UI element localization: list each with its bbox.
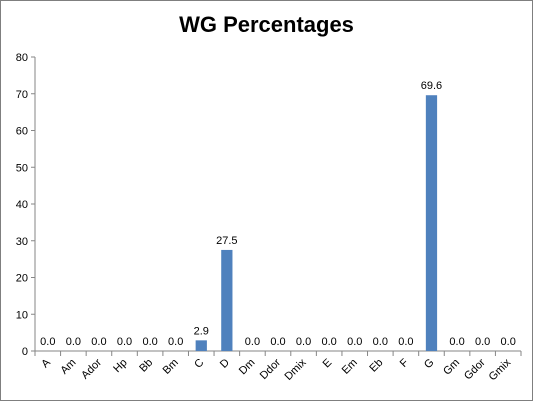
data-label-Gdor: 0.0 xyxy=(475,336,490,348)
x-tick-label-A: A xyxy=(39,356,53,370)
x-tick-label-Dm: Dm xyxy=(237,357,258,378)
x-tick-label-Bb: Bb xyxy=(137,357,155,375)
x-tick-label-C: C xyxy=(192,357,206,371)
data-label-Gmix: 0.0 xyxy=(501,336,516,348)
data-label-A: 0.0 xyxy=(40,336,55,348)
x-tick-label-Eb: Eb xyxy=(367,357,385,375)
data-label-Ddor: 0.0 xyxy=(270,336,285,348)
data-label-Am: 0.0 xyxy=(66,336,81,348)
y-tick-label: 70 xyxy=(16,89,28,101)
bar-D xyxy=(221,249,233,351)
y-tick-label: 60 xyxy=(16,126,28,138)
data-label-Hp: 0.0 xyxy=(117,336,132,348)
x-tick-label-G: G xyxy=(422,357,437,372)
x-tick-label-Hp: Hp xyxy=(111,357,129,375)
x-tick-label-F: F xyxy=(398,356,411,369)
bar-C xyxy=(195,340,207,351)
data-label-Bb: 0.0 xyxy=(142,336,157,348)
x-tick-label-Gm: Gm xyxy=(441,357,462,378)
data-label-Dm: 0.0 xyxy=(245,336,260,348)
data-label-Gm: 0.0 xyxy=(449,336,464,348)
x-tick-label-E: E xyxy=(321,357,335,371)
y-tick-label: 10 xyxy=(16,309,28,321)
x-tick-label-Gmix: Gmix xyxy=(487,356,514,383)
x-tick-label-Am: Am xyxy=(58,357,78,377)
y-tick-label: 0 xyxy=(22,346,28,358)
data-label-Eb: 0.0 xyxy=(373,336,388,348)
data-label-Dmix: 0.0 xyxy=(296,336,311,348)
data-label-D: 27.5 xyxy=(216,235,237,247)
x-tick-label-Ador: Ador xyxy=(79,356,104,381)
x-tick-label-D: D xyxy=(218,357,232,371)
chart-title: WG Percentages xyxy=(179,12,354,37)
x-tick-label-Dmix: Dmix xyxy=(282,356,309,383)
x-tick-label-Gdor: Gdor xyxy=(462,356,488,382)
x-tick-label-Ddor: Ddor xyxy=(258,356,284,382)
data-label-G: 69.6 xyxy=(421,80,442,92)
data-label-Em: 0.0 xyxy=(347,336,362,348)
data-label-E: 0.0 xyxy=(322,336,337,348)
x-tick-label-Em: Em xyxy=(340,357,360,377)
data-label-Bm: 0.0 xyxy=(168,336,183,348)
y-tick-label: 30 xyxy=(16,236,28,248)
bar-G xyxy=(425,95,438,351)
x-tick-label-Bm: Bm xyxy=(161,357,181,377)
y-tick-label: 20 xyxy=(16,273,28,285)
data-label-F: 0.0 xyxy=(398,336,413,348)
data-label-Ador: 0.0 xyxy=(91,336,106,348)
y-tick-label: 80 xyxy=(16,52,28,64)
y-tick-label: 40 xyxy=(16,199,28,211)
data-label-C: 2.9 xyxy=(194,325,209,337)
y-tick-label: 50 xyxy=(16,162,28,174)
